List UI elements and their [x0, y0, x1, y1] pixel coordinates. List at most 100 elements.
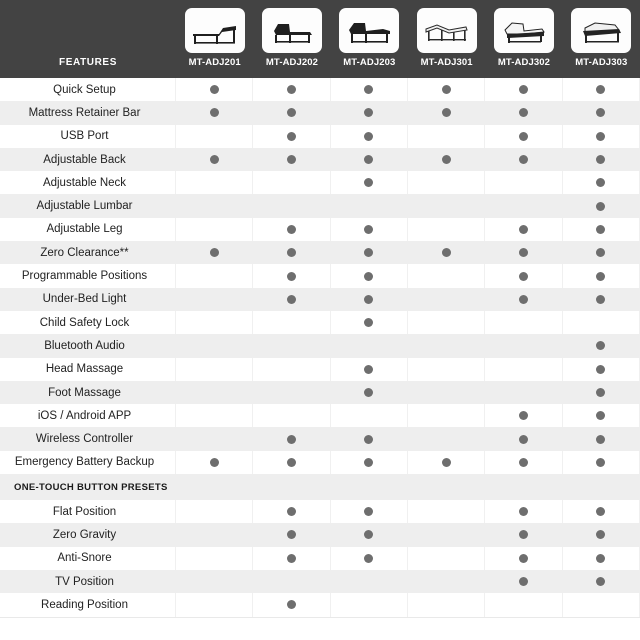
feature-value-cell — [331, 523, 408, 546]
feature-label: Reading Position — [41, 598, 128, 611]
feature-value-cell — [563, 334, 640, 357]
feature-available-dot — [596, 131, 606, 141]
feature-value-cell — [176, 474, 253, 500]
feature-unavailable-blank — [442, 530, 451, 539]
feature-value-cell — [253, 241, 330, 264]
feature-value-cell — [176, 593, 254, 617]
feature-available-dot — [596, 108, 606, 118]
feature-value-cell — [176, 310, 254, 335]
feature-value-cell — [485, 241, 562, 264]
feature-available-dot — [596, 155, 606, 165]
product-column-header[interactable]: MT-ADJ302 — [485, 0, 562, 78]
feature-label-cell: iOS / Android APP — [0, 404, 176, 428]
feature-available-dot — [518, 577, 528, 587]
feature-label: Adjustable Neck — [42, 176, 127, 189]
feature-available-dot — [596, 507, 606, 517]
feature-value-cell — [563, 357, 640, 381]
feature-value-cell — [331, 474, 408, 500]
feature-label-cell: Wireless Controller — [0, 427, 176, 450]
feature-value-cell — [176, 334, 253, 357]
feature-available-dot — [441, 108, 451, 118]
feature-available-dot — [286, 600, 296, 610]
feature-label: Emergency Battery Backup — [14, 456, 155, 469]
feature-label-cell: Anti-Snore — [0, 546, 176, 570]
feature-value-cell — [253, 546, 331, 570]
feature-value-cell — [563, 124, 640, 148]
feature-value-cells — [176, 381, 640, 404]
features-header-label: FEATURES — [59, 57, 117, 68]
feature-value-cell — [485, 288, 562, 311]
feature-unavailable-blank — [210, 507, 219, 516]
product-model-label: MT-ADJ303 — [575, 57, 628, 68]
feature-available-dot — [518, 108, 528, 118]
feature-label: Flat Position — [52, 505, 117, 518]
feature-available-dot — [596, 178, 606, 188]
feature-label-cell: Child Safety Lock — [0, 310, 176, 335]
feature-value-cell — [563, 217, 640, 242]
feature-value-cells — [176, 264, 640, 288]
feature-value-cell — [485, 148, 562, 171]
feature-available-dot — [596, 294, 606, 304]
feature-available-dot — [596, 271, 606, 281]
feature-value-cells — [176, 310, 640, 335]
product-column-header[interactable]: MT-ADJ202 — [253, 0, 330, 78]
feature-value-cell — [331, 500, 408, 524]
feature-value-cell — [176, 194, 253, 217]
feature-unavailable-blank — [364, 483, 373, 492]
product-header-columns: MT-ADJ201 MT-ADJ202 MT-ADJ203 MT-ADJ301 … — [176, 0, 640, 78]
feature-row: iOS / Android APP — [0, 404, 640, 428]
feature-value-cell — [563, 381, 640, 404]
feature-value-cells — [176, 334, 640, 357]
feature-value-cell — [563, 194, 640, 217]
feature-row: Programmable Positions — [0, 264, 640, 288]
feature-value-cell — [563, 101, 640, 124]
feature-unavailable-blank — [287, 318, 296, 327]
feature-value-cell — [176, 171, 254, 195]
feature-value-cell — [331, 171, 408, 195]
feature-value-cell — [485, 101, 562, 124]
product-column-header[interactable]: MT-ADJ301 — [408, 0, 485, 78]
feature-value-cell — [408, 217, 486, 242]
feature-value-cells — [176, 148, 640, 171]
feature-value-cell — [331, 288, 408, 311]
feature-value-cell — [253, 381, 330, 404]
feature-row: Mattress Retainer Bar — [0, 101, 640, 125]
feature-label-cell: Emergency Battery Backup — [0, 450, 176, 475]
feature-available-dot — [596, 85, 606, 95]
product-column-header[interactable]: MT-ADJ203 — [331, 0, 408, 78]
feature-value-cell — [485, 217, 563, 242]
feature-available-dot — [596, 201, 606, 211]
feature-value-cell — [176, 450, 254, 475]
feature-available-dot — [364, 294, 374, 304]
feature-value-cell — [176, 124, 254, 148]
product-column-header[interactable]: MT-ADJ201 — [176, 0, 253, 78]
feature-label-cell: Zero Gravity — [0, 523, 176, 546]
feature-available-dot — [518, 411, 528, 421]
feature-value-cell — [253, 523, 330, 546]
feature-value-cell — [253, 124, 331, 148]
feature-available-dot — [518, 224, 528, 234]
feature-available-dot — [596, 364, 606, 374]
feature-label-cell: Mattress Retainer Bar — [0, 101, 176, 124]
feature-available-dot — [441, 457, 451, 467]
feature-value-cell — [485, 310, 563, 335]
feature-available-dot — [209, 155, 219, 165]
feature-value-cell — [331, 381, 408, 404]
feature-label: TV Position — [55, 575, 114, 588]
feature-value-cell — [408, 404, 486, 428]
feature-available-dot — [596, 530, 606, 540]
feature-value-cells — [176, 288, 640, 311]
feature-value-cell — [563, 474, 640, 500]
feature-label-cell: Adjustable Neck — [0, 171, 176, 195]
feature-available-dot — [286, 85, 296, 95]
feature-value-cells — [176, 171, 640, 195]
feature-unavailable-blank — [210, 272, 219, 281]
feature-value-cell — [331, 78, 408, 102]
feature-value-cell — [408, 500, 486, 524]
feature-row: Under-Bed Light — [0, 287, 640, 311]
product-column-header[interactable]: MT-ADJ303 — [563, 0, 640, 78]
feature-label-cell: Zero Clearance** — [0, 241, 176, 264]
feature-label: Zero Gravity — [52, 528, 117, 541]
feature-value-cell — [563, 78, 640, 102]
feature-unavailable-blank — [287, 202, 296, 211]
